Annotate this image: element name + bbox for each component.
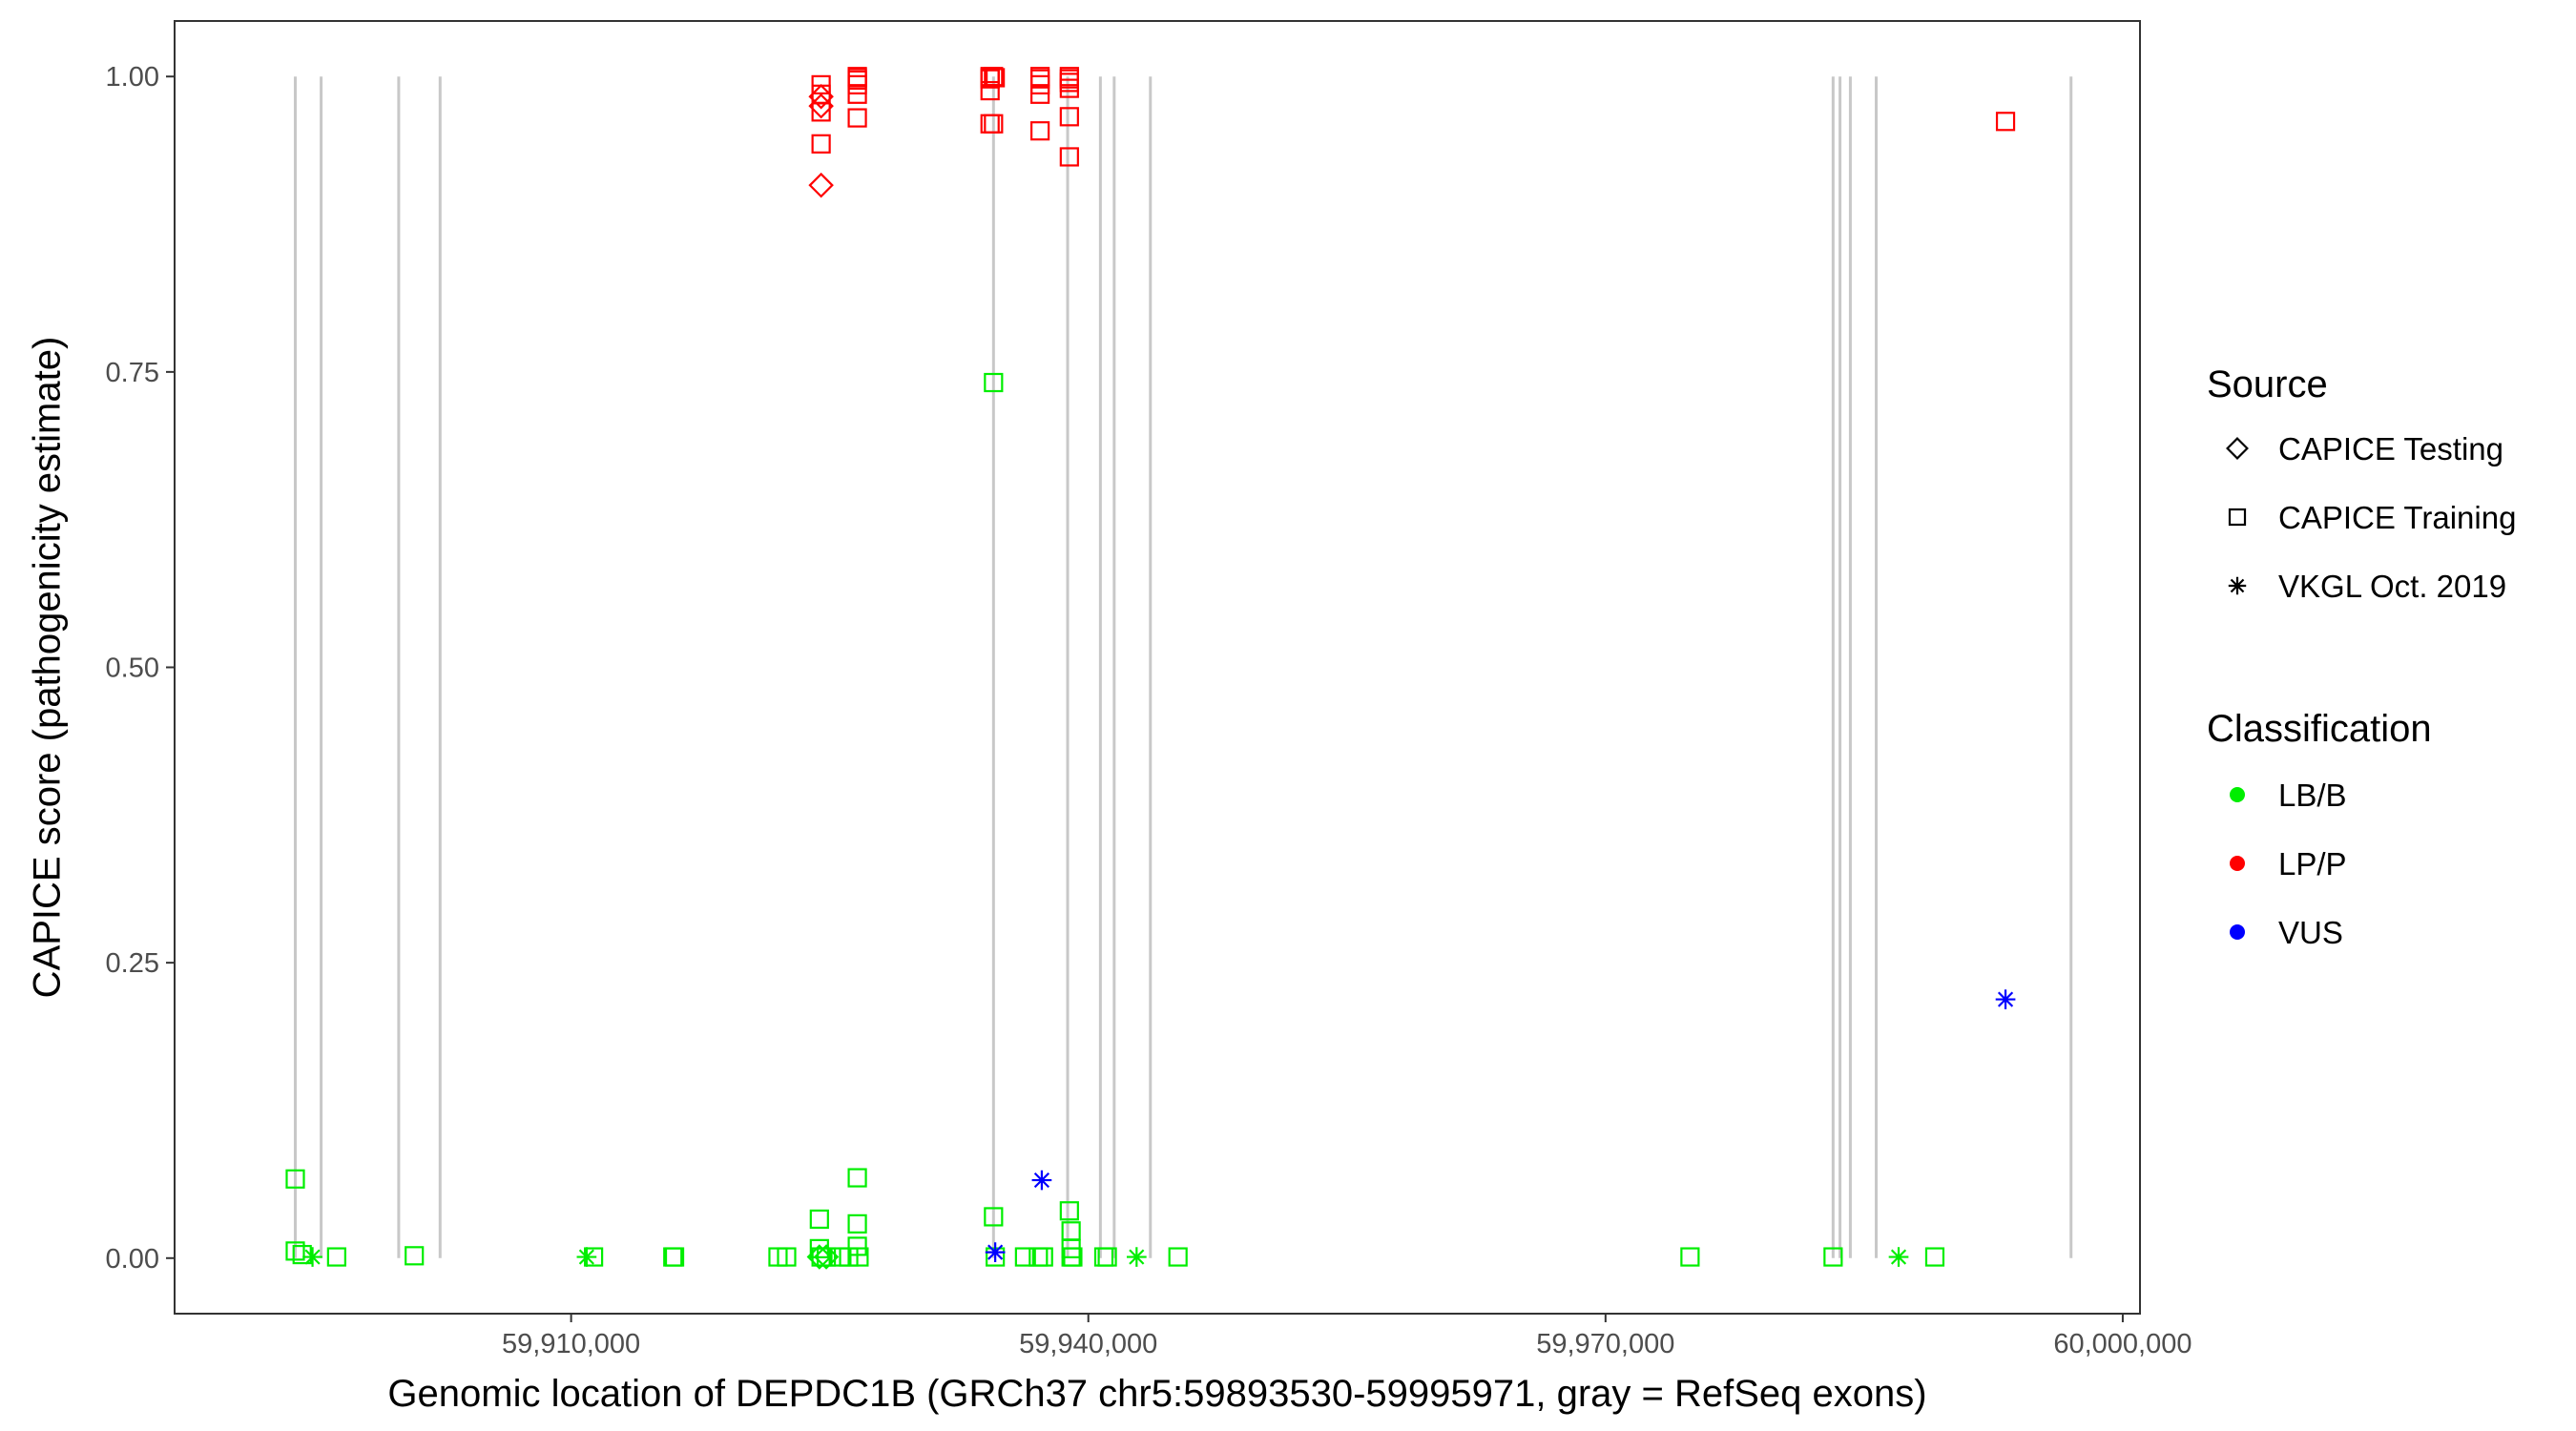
exons-layer [293, 76, 2073, 1258]
legend-classification-label: VUS [2278, 915, 2343, 950]
data-point [816, 1247, 837, 1267]
legend-classification-label: LP/P [2278, 846, 2347, 881]
legend-key-dot [2230, 924, 2245, 940]
legend-source-label: CAPICE Testing [2278, 431, 2503, 467]
data-point [984, 114, 1004, 134]
legend-source-title: Source [2207, 363, 2328, 405]
data-point [285, 1169, 305, 1189]
y-tick-label: 0.75 [106, 358, 159, 388]
y-tick-label: 1.00 [106, 62, 159, 93]
legend-classification-label: LB/B [2278, 778, 2347, 813]
data-point [1014, 1247, 1034, 1267]
y-axis: 0.00 0.25 0.50 0.75 1.00 [106, 62, 175, 1275]
data-point [1126, 1247, 1147, 1267]
data-point [1995, 989, 2016, 1009]
y-tick-label: 0.00 [106, 1244, 159, 1275]
data-point [1059, 147, 1079, 167]
x-axis-title: Genomic location of DEPDC1B (GRCh37 chr5… [387, 1373, 1926, 1415]
data-point [847, 108, 867, 128]
data-point [986, 68, 1006, 88]
x-tick-label: 59,940,000 [1019, 1329, 1157, 1359]
data-point [1995, 112, 2016, 132]
data-point [847, 1236, 867, 1256]
data-point [664, 1247, 685, 1267]
x-tick-label: 59,910,000 [502, 1329, 640, 1359]
data-point [302, 1247, 322, 1267]
data-point [1680, 1247, 1700, 1267]
data-point [984, 372, 1004, 393]
data-point [813, 1244, 840, 1270]
legend: Source Classification CAPICE Testing CAPI… [2207, 363, 2516, 950]
points-layer [285, 67, 2016, 1270]
data-point [777, 1247, 797, 1267]
y-tick-label: 0.25 [106, 948, 159, 979]
data-point [1030, 121, 1050, 141]
data-point [811, 74, 831, 94]
data-point [1059, 1201, 1079, 1221]
data-point [984, 67, 1004, 87]
data-point [576, 1247, 597, 1267]
legend-key-dot [2230, 787, 2245, 802]
data-point [1030, 67, 1050, 87]
y-tick-label: 0.50 [106, 653, 159, 684]
legend-key-dot [2230, 856, 2245, 871]
data-point [809, 1209, 829, 1230]
data-point [1097, 1247, 1117, 1267]
data-point [980, 80, 1000, 101]
data-point [1168, 1247, 1188, 1267]
x-tick-label: 59,970,000 [1536, 1329, 1674, 1359]
data-point [985, 1242, 1006, 1262]
data-point [808, 172, 834, 198]
data-point [1063, 1247, 1083, 1267]
data-point [1059, 67, 1079, 87]
x-axis: 59,910,000 59,940,000 59,970,000 60,000,000 [502, 1314, 2192, 1359]
data-point [326, 1247, 346, 1267]
legend-key-square [2228, 508, 2247, 527]
data-point [1888, 1247, 1909, 1267]
data-point [405, 1246, 425, 1266]
data-point [1924, 1247, 1945, 1267]
data-point [849, 1247, 869, 1267]
legend-key-diamond [2226, 437, 2249, 460]
data-point [811, 134, 831, 154]
y-axis-title: CAPICE score (pathogenicity estimate) [27, 337, 69, 999]
x-tick-label: 60,000,000 [2053, 1329, 2192, 1359]
legend-classification-title: Classification [2207, 708, 2432, 750]
legend-source-label: VKGL Oct. 2019 [2278, 569, 2506, 604]
data-point [285, 1241, 305, 1261]
data-point [1823, 1247, 1843, 1267]
data-point [1033, 1247, 1053, 1267]
data-point [1031, 1170, 1052, 1191]
legend-source-label: CAPICE Training [2278, 500, 2516, 535]
data-point [847, 1213, 867, 1234]
data-point [1059, 107, 1079, 127]
data-point [847, 1168, 867, 1188]
data-point [984, 1207, 1004, 1227]
legend-key-asterisk [2228, 576, 2247, 595]
data-point [847, 68, 867, 88]
